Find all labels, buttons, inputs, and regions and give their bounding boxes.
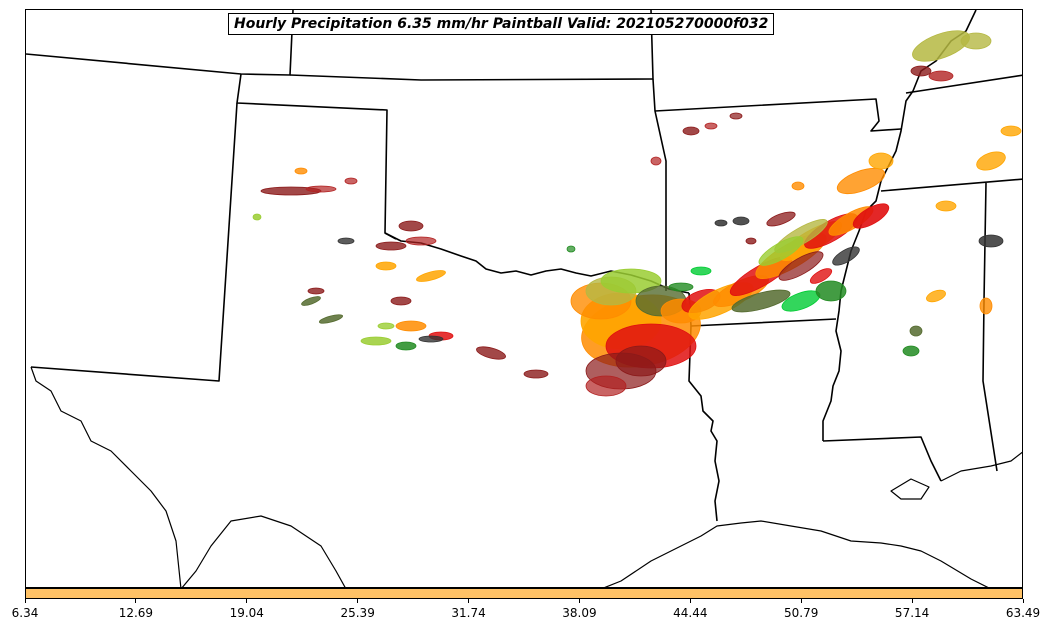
precip-paintball bbox=[928, 70, 954, 82]
precip-paintball bbox=[252, 213, 262, 221]
colorbar-tick-label: 19.04 bbox=[229, 606, 264, 620]
precip-paintballs bbox=[252, 30, 1022, 397]
precip-paintball bbox=[729, 112, 743, 120]
mississippi-alabama-border bbox=[982, 182, 998, 472]
precip-paintball bbox=[836, 167, 886, 195]
colorbar-tick bbox=[357, 599, 359, 603]
state-boundaries bbox=[26, 10, 1022, 587]
precip-paintball bbox=[395, 320, 427, 332]
precip-paintball bbox=[902, 345, 920, 357]
precip-paintball bbox=[926, 289, 946, 303]
mississippi-louisiana-border bbox=[822, 436, 942, 482]
colorado-kansas-border bbox=[26, 10, 294, 76]
precip-paintball bbox=[344, 177, 358, 185]
colorbar-tick-label: 50.79 bbox=[784, 606, 819, 620]
tennessee-border bbox=[880, 178, 1022, 192]
colorbar-tick bbox=[24, 599, 26, 603]
precip-paintball bbox=[979, 297, 993, 315]
precip-paintball bbox=[360, 336, 392, 346]
precip-paintball bbox=[398, 220, 424, 232]
colorbar-tick bbox=[689, 599, 691, 603]
precip-paintball bbox=[714, 219, 728, 227]
colorbar-tick-label: 12.69 bbox=[118, 606, 154, 620]
precip-paintball bbox=[758, 236, 804, 266]
colorbar-tick-label: 57.14 bbox=[894, 606, 930, 620]
gulf-coast-east bbox=[940, 451, 1022, 482]
map-canvas bbox=[26, 10, 1022, 587]
precip-paintball bbox=[585, 375, 627, 397]
oklahoma-arkansas-border bbox=[652, 78, 667, 291]
precip-paintball bbox=[318, 314, 344, 324]
precip-paintball bbox=[690, 266, 712, 276]
colorbar bbox=[25, 588, 1023, 599]
precip-paintball bbox=[476, 346, 506, 360]
precip-paintball bbox=[600, 268, 662, 294]
colorbar-tick-label: 63.49 bbox=[1005, 606, 1041, 620]
gulf-island bbox=[890, 478, 930, 500]
colorbar-tick bbox=[800, 599, 802, 603]
colorbar-tick-label: 6.34 bbox=[11, 606, 39, 620]
precip-paintball bbox=[307, 287, 325, 295]
colorbar-tick-label: 31.74 bbox=[451, 606, 486, 620]
precip-paintball bbox=[395, 341, 417, 351]
colorbar-tick bbox=[578, 599, 580, 603]
precip-paintball bbox=[650, 156, 662, 166]
precip-paintball bbox=[418, 335, 444, 343]
colorbar-tick bbox=[468, 599, 470, 603]
precip-paintball bbox=[301, 296, 321, 306]
precip-paintball bbox=[731, 289, 791, 313]
precip-paintball bbox=[778, 251, 824, 281]
precip-paintball bbox=[375, 241, 407, 251]
precip-paintball bbox=[832, 246, 860, 266]
sabine-river bbox=[688, 325, 720, 522]
precip-paintball bbox=[375, 261, 397, 271]
precip-paintball bbox=[976, 151, 1006, 171]
precip-paintball bbox=[910, 65, 932, 77]
colorbar-tick bbox=[1022, 599, 1024, 603]
precip-paintball bbox=[682, 126, 700, 136]
new-mexico-boundary bbox=[236, 73, 397, 240]
precip-paintball bbox=[815, 280, 847, 302]
precip-paintball bbox=[978, 234, 1004, 248]
precip-paintball bbox=[523, 369, 549, 379]
precip-paintball bbox=[704, 122, 718, 130]
precip-paintball bbox=[960, 32, 992, 50]
precip-paintball bbox=[935, 200, 957, 212]
precip-paintball bbox=[868, 152, 894, 170]
precip-paintball bbox=[1000, 125, 1022, 137]
colorbar-tick bbox=[246, 599, 248, 603]
precip-paintball bbox=[852, 203, 890, 229]
colorbar-tick bbox=[911, 599, 913, 603]
precip-paintball bbox=[909, 325, 923, 337]
precip-paintball bbox=[732, 216, 750, 226]
precip-paintball bbox=[390, 296, 412, 306]
colorbar-tick bbox=[135, 599, 137, 603]
precip-paintball bbox=[405, 236, 437, 246]
precip-paintball bbox=[416, 270, 446, 282]
precip-paintball bbox=[615, 345, 667, 377]
colorbar-tick-label: 25.39 bbox=[340, 606, 375, 620]
precip-paintball bbox=[294, 167, 308, 175]
precip-paintball bbox=[305, 185, 337, 193]
precip-paintball bbox=[337, 237, 355, 245]
precip-paintball bbox=[745, 237, 757, 245]
map-title: Hourly Precipitation 6.35 mm/hr Paintbal… bbox=[228, 13, 775, 35]
colorbar-tick-label: 44.44 bbox=[673, 606, 708, 620]
precip-paintball bbox=[791, 181, 805, 191]
kansas-oklahoma-border bbox=[289, 10, 654, 81]
new-mexico-west bbox=[30, 102, 238, 382]
missouri-arkansas-border bbox=[654, 98, 902, 132]
map-panel bbox=[25, 9, 1023, 588]
texas-coast bbox=[604, 520, 989, 587]
precip-paintball bbox=[809, 268, 833, 284]
rio-grande bbox=[30, 366, 182, 587]
precip-paintball bbox=[766, 211, 796, 227]
precip-paintball bbox=[566, 245, 576, 253]
precip-paintball bbox=[377, 322, 395, 330]
colorbar-tick-label: 38.09 bbox=[562, 606, 597, 620]
mexico-border bbox=[181, 515, 346, 587]
illinois-indiana-border bbox=[905, 74, 1022, 94]
precip-paintball bbox=[668, 282, 694, 292]
